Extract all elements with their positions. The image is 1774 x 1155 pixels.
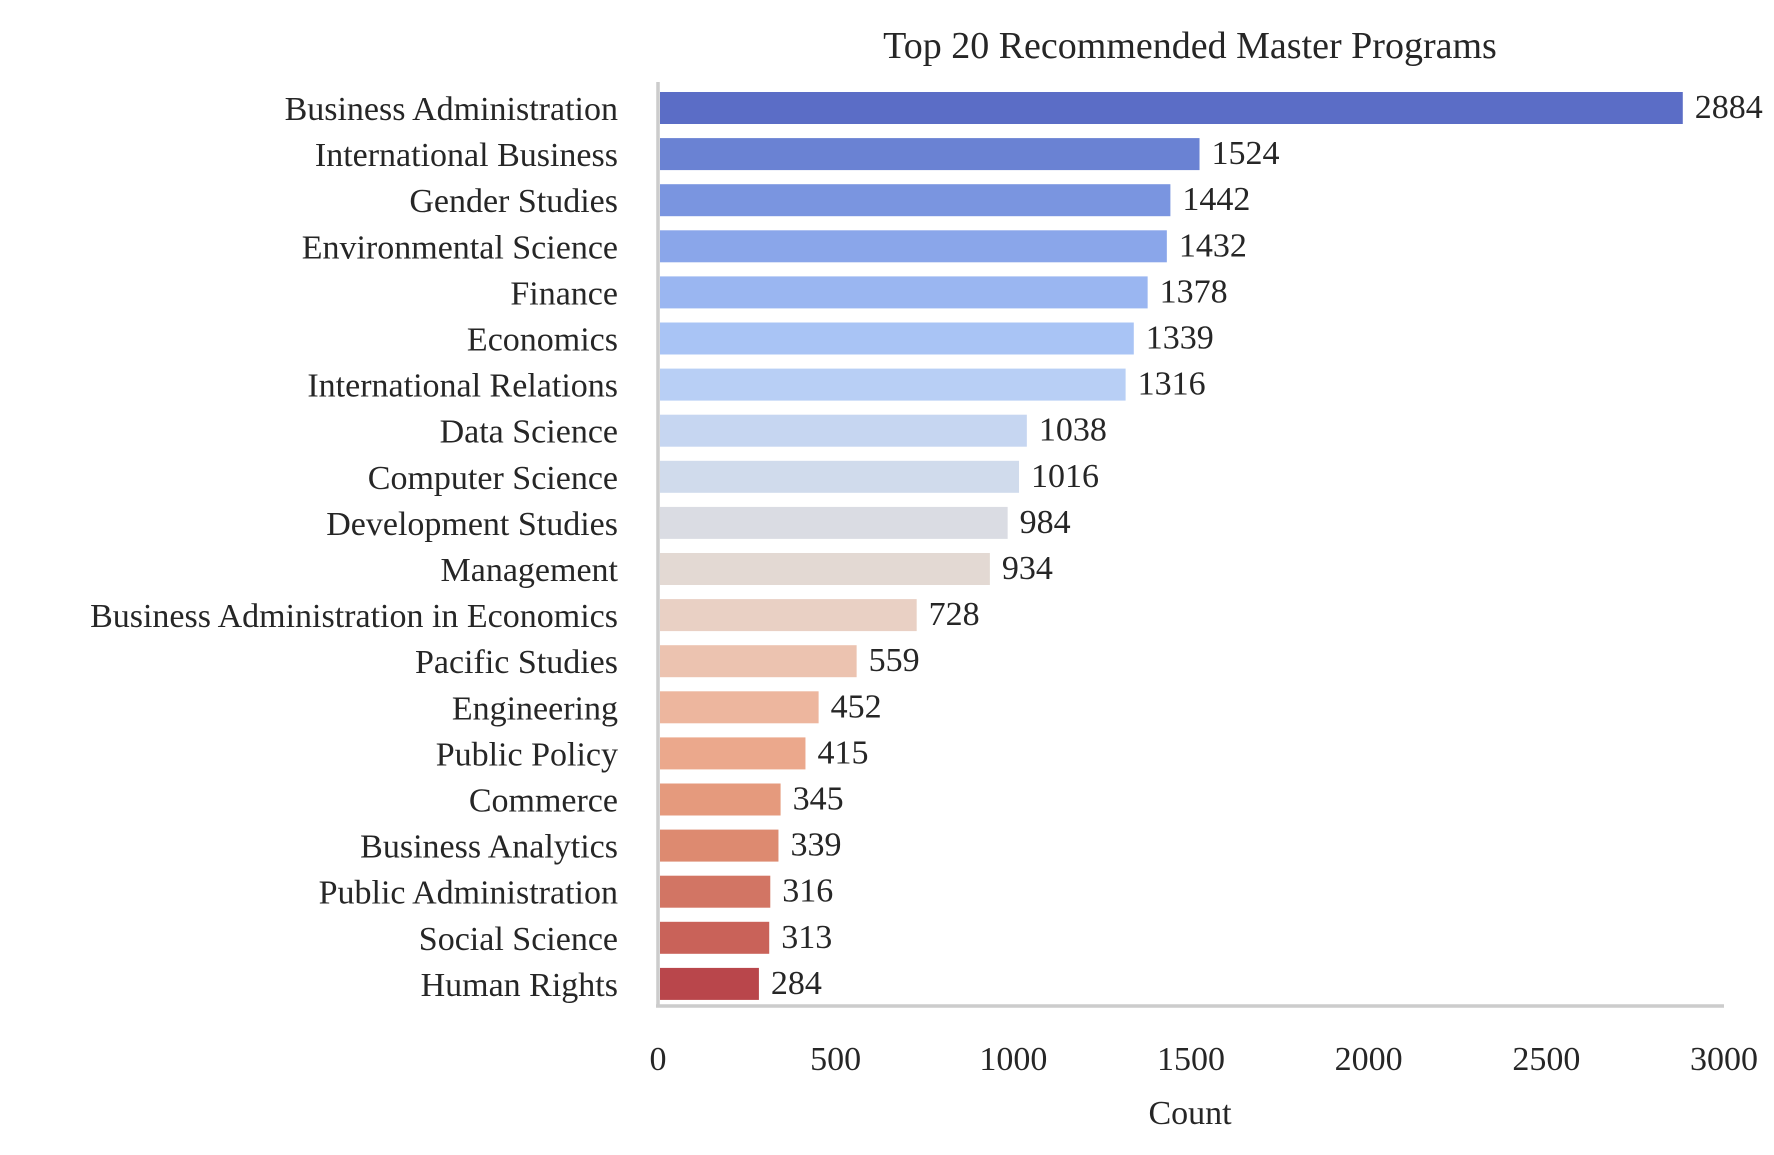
value-label: 316: [782, 873, 833, 910]
bar: [660, 875, 771, 908]
category-label: International Business: [315, 137, 618, 174]
bar: [660, 368, 1126, 401]
value-label: 313: [781, 919, 832, 956]
bar: [660, 645, 857, 678]
value-label: 345: [793, 781, 844, 818]
category-label: Economics: [467, 322, 618, 359]
value-label: 1524: [1212, 135, 1280, 172]
category-label: Public Administration: [319, 875, 618, 912]
bar: [660, 737, 806, 770]
value-label: 934: [1002, 550, 1053, 587]
value-label: 415: [817, 734, 868, 771]
category-label: International Relations: [307, 368, 618, 405]
bar: [660, 460, 1020, 493]
category-labels: Business Administration International Bus…: [90, 91, 618, 1004]
value-labels: 2884 1524 1442 1432 1378 1339 1316 1038 1016 984 9…: [771, 89, 1763, 1002]
bar: [660, 138, 1200, 171]
x-tick-label: 1000: [979, 1041, 1047, 1078]
category-label: Environmental Science: [302, 229, 618, 266]
bar: [660, 92, 1683, 124]
category-label: Public Policy: [436, 736, 618, 773]
category-label: Social Science: [419, 921, 618, 958]
category-label: Human Rights: [421, 967, 618, 1004]
category-label: Business Analytics: [360, 829, 618, 866]
category-label: Development Studies: [326, 506, 618, 543]
value-label: 339: [790, 827, 841, 864]
value-label: 1316: [1138, 366, 1206, 403]
value-label: 452: [831, 688, 882, 725]
bar: [660, 553, 990, 585]
bar: [660, 230, 1167, 263]
value-label: 1339: [1146, 320, 1214, 357]
bar: [660, 322, 1134, 355]
category-label: Finance: [510, 275, 618, 312]
category-label: Management: [441, 552, 619, 589]
value-label: 728: [929, 596, 980, 633]
bar: [660, 506, 1008, 539]
value-label: 284: [771, 965, 822, 1002]
value-label: 984: [1020, 504, 1071, 541]
value-label: 1038: [1039, 412, 1107, 449]
bar: [660, 414, 1027, 447]
x-tick-label: 3000: [1690, 1041, 1758, 1078]
chart-title: Top 20 Recommended Master Programs: [883, 25, 1497, 67]
value-label: 559: [869, 642, 920, 679]
x-tick-label: 2000: [1335, 1041, 1403, 1078]
category-label: Pacific Studies: [415, 644, 618, 681]
bar: [660, 599, 917, 632]
category-label: Business Administration in Economics: [90, 598, 618, 635]
category-label: Commerce: [469, 783, 618, 820]
category-label: Engineering: [452, 690, 618, 727]
bar: [660, 783, 781, 816]
bar: [660, 967, 759, 1000]
value-label: 1432: [1179, 227, 1247, 264]
bar: [660, 829, 779, 862]
category-label: Data Science: [440, 414, 618, 451]
category-label: Computer Science: [368, 460, 618, 497]
bar: [660, 921, 770, 954]
category-label: Business Administration: [285, 91, 618, 128]
bar: [660, 691, 819, 724]
category-label: Gender Studies: [409, 183, 618, 220]
x-tick-label: 1500: [1157, 1041, 1225, 1078]
value-label: 2884: [1695, 89, 1763, 126]
value-label: 1442: [1182, 181, 1250, 218]
bars-group: [660, 92, 1683, 1000]
x-tick-label: 0: [650, 1041, 667, 1078]
x-tick-label: 2500: [1512, 1041, 1580, 1078]
x-axis-title: Count: [1148, 1095, 1232, 1132]
value-label: 1016: [1031, 458, 1099, 495]
x-tick-label: 500: [810, 1041, 861, 1078]
bar: [660, 276, 1148, 309]
value-label: 1378: [1160, 273, 1228, 310]
x-tick-labels: 0 500 1000 1500 2000 2500 3000: [650, 1041, 1759, 1078]
bar: [660, 184, 1171, 217]
